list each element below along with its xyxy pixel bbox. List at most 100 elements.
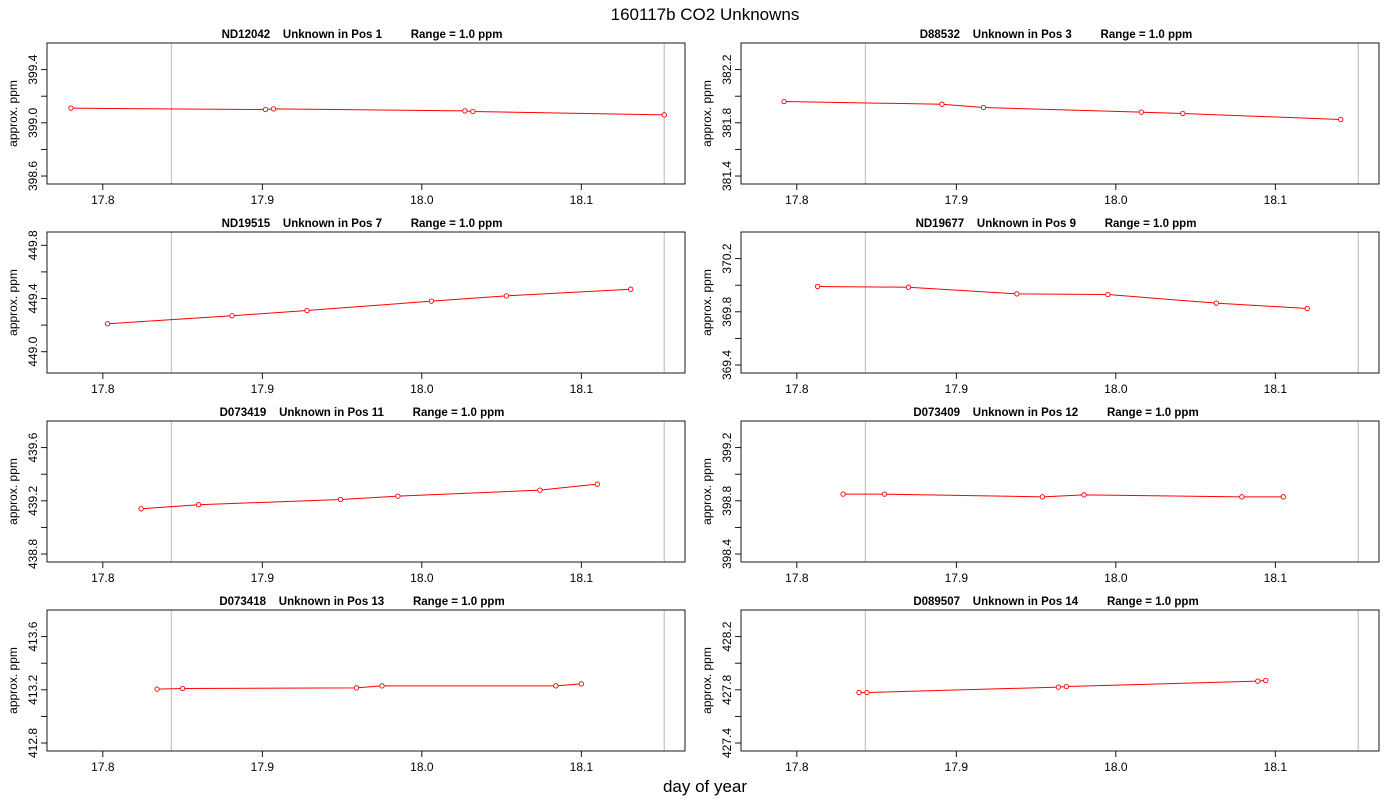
data-point [179, 685, 186, 692]
x-tick-label: 17.9 [945, 193, 969, 207]
x-tick-label: 17.8 [91, 760, 115, 774]
panel-title: D089507 Unknown in Pos 14 Range = 1.0 pp… [913, 596, 1198, 608]
x-tick-label: 18.1 [570, 571, 594, 585]
y-axis-label: approx. ppm [6, 647, 20, 714]
y-tick-label: 398.4 [720, 539, 734, 569]
series-line [784, 101, 1341, 120]
data-point [195, 502, 202, 508]
data-point [428, 298, 435, 304]
panels: ND12042 Unknown in Pos 1 Range = 1.0 ppm… [6, 29, 1380, 774]
plot-frame [46, 609, 686, 752]
data-point [1304, 305, 1310, 312]
data-point [1180, 110, 1186, 117]
x-tick-label: 17.9 [945, 571, 969, 585]
data-point [154, 686, 160, 692]
x-tick-label: 18.0 [410, 193, 434, 207]
y-tick-label: 413.2 [26, 674, 40, 704]
y-axis-label: approx. ppm [700, 647, 714, 714]
data-point [553, 683, 559, 689]
y-tick-label: 412.8 [26, 728, 40, 758]
y-tick-label: 438.8 [26, 539, 40, 569]
x-tick-label: 17.9 [251, 571, 275, 585]
plot-frame [740, 420, 1380, 563]
figure-title: 160117b CO2 Unknowns [611, 5, 800, 24]
data-point [864, 689, 870, 696]
x-tick-label: 18.1 [1264, 193, 1288, 207]
y-tick-label: 382.2 [720, 54, 734, 84]
panel-3: ND19515 Unknown in Pos 7 Range = 1.0 ppm… [6, 218, 686, 396]
y-tick-label: 439.2 [26, 485, 40, 515]
panel-title: D073418 Unknown in Pos 13 Range = 1.0 pp… [219, 596, 504, 608]
series-line [107, 288, 631, 325]
x-tick-label: 18.1 [1264, 382, 1288, 396]
series-line [141, 483, 598, 510]
y-tick-label: 399.4 [26, 54, 40, 84]
y-tick-label: 370.2 [720, 243, 734, 273]
series-line [70, 107, 665, 116]
data-point [840, 491, 846, 497]
x-tick-label: 17.8 [785, 382, 809, 396]
x-axis-label: day of year [663, 777, 747, 796]
data-point [337, 496, 344, 503]
y-tick-label: 427.4 [720, 728, 734, 758]
y-tick-label: 439.6 [26, 432, 40, 462]
panel-title: D073409 Unknown in Pos 12 Range = 1.0 pp… [913, 407, 1198, 419]
data-point [395, 493, 401, 499]
data-point [578, 681, 584, 687]
data-point [462, 108, 468, 114]
panel-7: D073418 Unknown in Pos 13 Range = 1.0 pp… [6, 596, 686, 774]
data-point [905, 284, 912, 290]
data-point [1239, 494, 1245, 500]
data-point [68, 105, 74, 111]
data-point [939, 101, 945, 107]
plot-frame [46, 231, 686, 374]
x-tick-label: 17.8 [91, 193, 115, 207]
data-point [1138, 109, 1144, 115]
panel-title: D88532 Unknown in Pos 3 Range = 1.0 ppm [920, 29, 1193, 41]
data-point [229, 313, 235, 319]
x-tick-label: 18.1 [570, 382, 594, 396]
panel-8: D089507 Unknown in Pos 14 Range = 1.0 pp… [700, 596, 1380, 774]
x-tick-label: 18.0 [1104, 382, 1128, 396]
y-axis-label: approx. ppm [6, 80, 20, 147]
y-axis-label: approx. ppm [6, 458, 20, 525]
plot-frame [740, 231, 1380, 374]
y-tick-label: 398.6 [26, 161, 40, 191]
data-point [881, 491, 888, 497]
x-tick-label: 17.9 [945, 760, 969, 774]
data-point [594, 481, 600, 487]
y-tick-label: 399.2 [720, 432, 734, 462]
data-point [1263, 677, 1269, 684]
x-tick-label: 17.8 [91, 571, 115, 585]
y-axis-label: approx. ppm [700, 458, 714, 525]
panel-6: D073409 Unknown in Pos 12 Range = 1.0 pp… [700, 407, 1380, 585]
series-line [859, 680, 1266, 693]
plot-frame [46, 42, 686, 185]
x-tick-label: 18.0 [1104, 571, 1128, 585]
x-tick-label: 18.0 [1104, 193, 1128, 207]
data-point [1014, 291, 1020, 297]
plot-frame [740, 42, 1380, 185]
x-tick-label: 18.1 [570, 193, 594, 207]
data-point [537, 487, 543, 493]
panel-1: ND12042 Unknown in Pos 1 Range = 1.0 ppm… [6, 29, 686, 207]
series-line [157, 683, 582, 690]
y-tick-label: 449.8 [26, 230, 40, 260]
data-point [781, 98, 787, 105]
x-tick-label: 18.1 [1264, 571, 1288, 585]
plot-frame [46, 420, 686, 563]
data-point [856, 689, 862, 696]
panel-title: ND19677 Unknown in Pos 9 Range = 1.0 ppm [916, 218, 1197, 230]
x-tick-label: 18.1 [1264, 760, 1288, 774]
data-point [1280, 494, 1286, 500]
data-point [104, 321, 111, 327]
y-tick-label: 398.8 [720, 485, 734, 515]
data-point [661, 112, 667, 118]
data-point [353, 685, 360, 691]
data-point [1055, 684, 1062, 690]
data-point [1039, 494, 1046, 500]
panel-4: ND19677 Unknown in Pos 9 Range = 1.0 ppm… [700, 218, 1380, 396]
data-point [503, 293, 510, 299]
data-point [270, 106, 277, 112]
x-tick-label: 18.0 [1104, 760, 1128, 774]
